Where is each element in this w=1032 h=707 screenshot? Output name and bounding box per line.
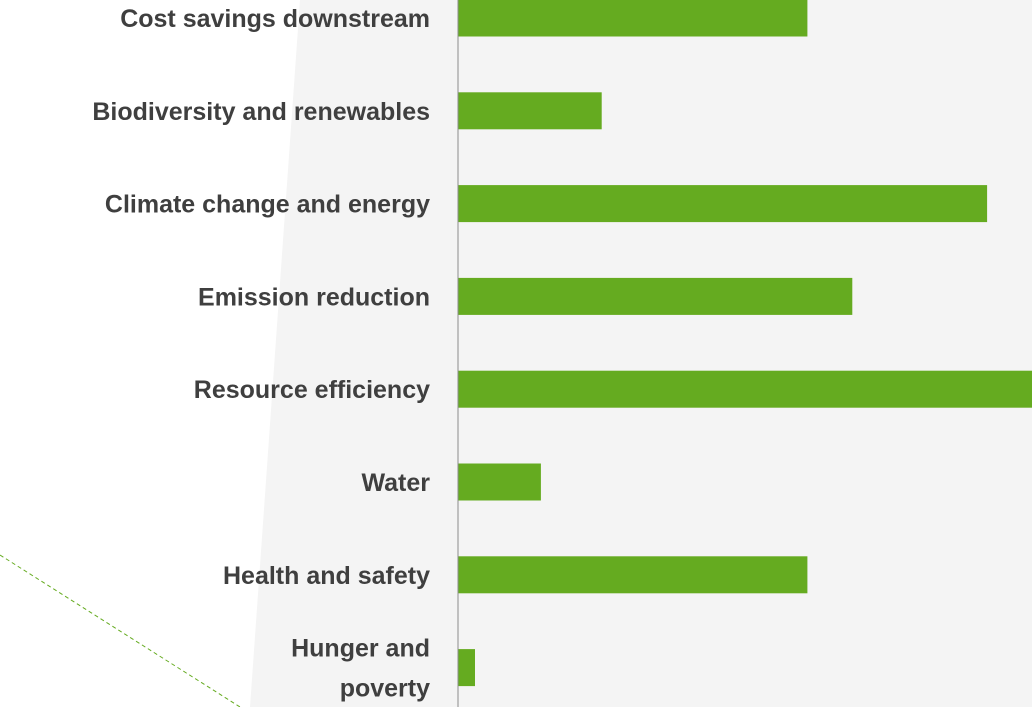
decorative-dashed-line (0, 554, 241, 707)
category-label-1: Biodiversity and renewables (92, 98, 430, 126)
category-label-7: Hunger and poverty (291, 635, 430, 703)
category-label-6: Health and safety (223, 562, 430, 590)
category-label-5: Water (361, 469, 430, 497)
bars-group (458, 0, 1032, 687)
category-label-4: Resource efficiency (194, 376, 430, 404)
bar-4 (458, 370, 1032, 408)
bar-5 (458, 463, 541, 501)
bar-6 (458, 556, 808, 594)
plot-panel (250, 0, 1032, 707)
bar-1 (458, 92, 602, 130)
bar-2 (458, 185, 988, 223)
bar-7 (458, 649, 475, 687)
category-labels: Cost savings downstream Biodiversity and … (92, 5, 430, 703)
category-label-3: Emission reduction (198, 283, 430, 311)
category-label-0: Cost savings downstream (120, 5, 430, 33)
bar-3 (458, 277, 853, 315)
category-label-2: Climate change and energy (105, 191, 430, 219)
bar-0 (458, 0, 808, 37)
